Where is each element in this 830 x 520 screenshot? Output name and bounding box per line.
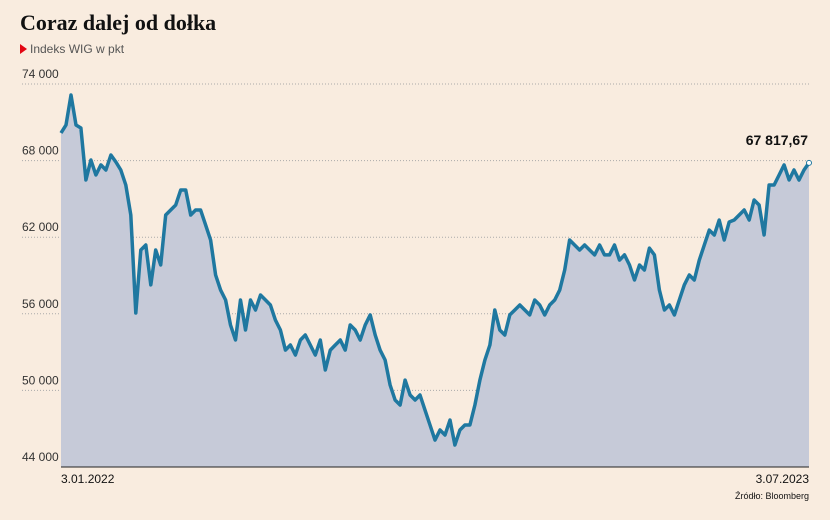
chart-title: Coraz dalej od dołka	[20, 10, 216, 35]
y-tick-label: 68 000	[22, 144, 59, 158]
subtitle: Indeks WIG w pkt	[30, 42, 125, 56]
area	[61, 95, 809, 467]
line	[59, 93, 811, 447]
y-tick-label: 62 000	[22, 220, 59, 234]
last-point	[806, 159, 812, 166]
y-tick-label: 56 000	[22, 297, 59, 311]
y-tick-label: 50 000	[22, 373, 59, 387]
x-tick-label: 3.07.2023	[756, 472, 810, 486]
x-tick-label: 3.01.2022	[61, 472, 115, 486]
y-tick-label: 44 000	[22, 450, 59, 464]
subtitle-marker	[20, 44, 27, 54]
value-label: 67 817,67	[746, 132, 808, 148]
source: Źródło: Bloomberg	[735, 491, 809, 501]
y-tick-label: 74 000	[22, 67, 59, 81]
